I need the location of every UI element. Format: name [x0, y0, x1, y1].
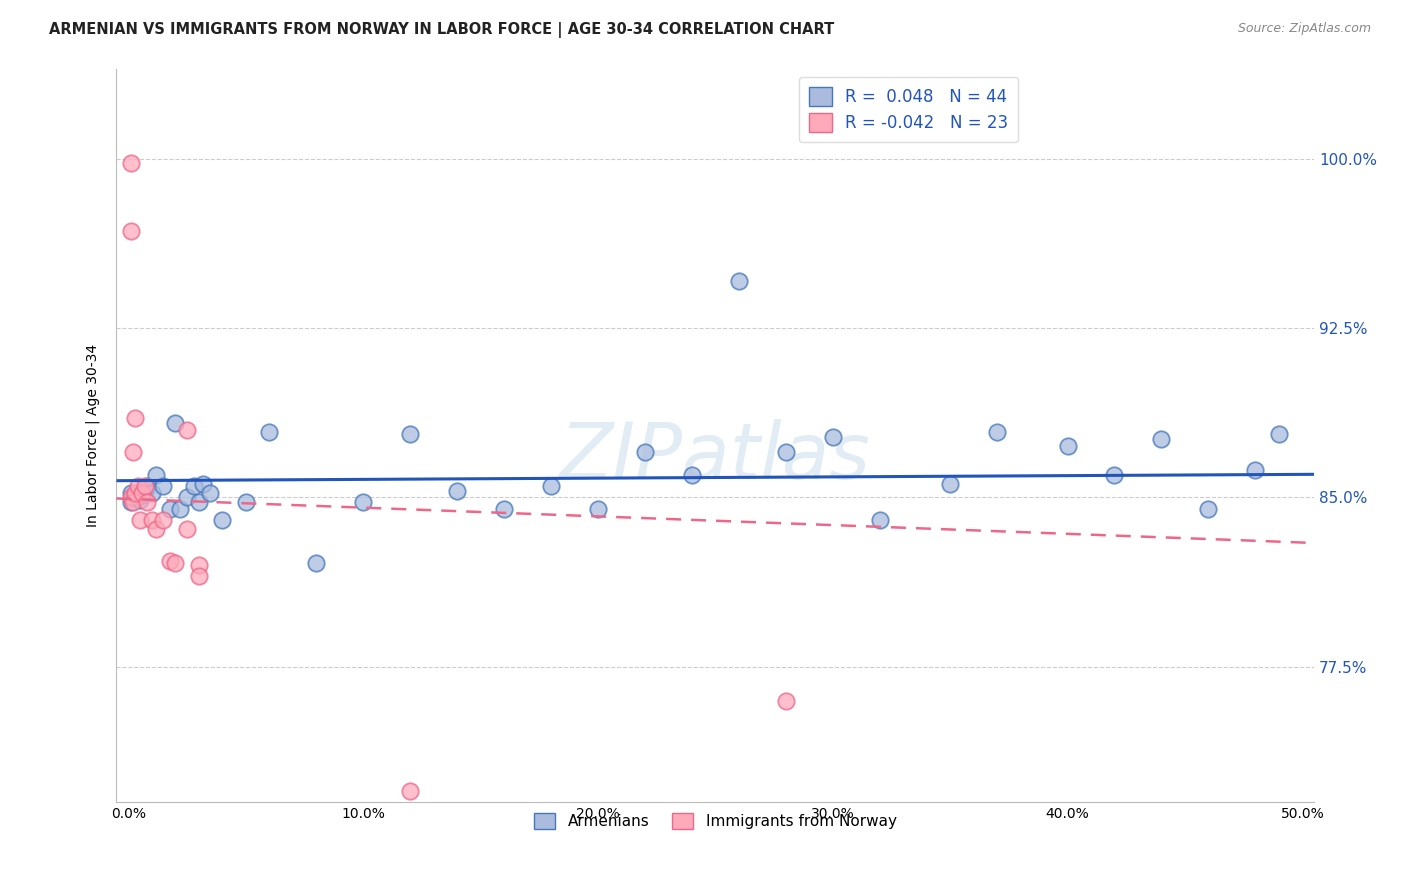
Point	[152, 479, 174, 493]
Point	[152, 513, 174, 527]
Text: Source: ZipAtlas.com: Source: ZipAtlas.com	[1237, 22, 1371, 36]
Point	[399, 427, 422, 442]
Point	[120, 491, 142, 505]
Point	[131, 488, 153, 502]
Point	[305, 556, 328, 570]
Point	[986, 425, 1008, 439]
Point	[120, 495, 142, 509]
Point	[176, 423, 198, 437]
Point	[634, 445, 657, 459]
Point	[200, 486, 222, 500]
Point	[187, 558, 209, 573]
Point	[129, 492, 152, 507]
Point	[1104, 467, 1126, 482]
Point	[127, 479, 149, 493]
Point	[1268, 427, 1291, 442]
Point	[120, 486, 142, 500]
Point	[775, 694, 797, 708]
Point	[120, 156, 142, 170]
Point	[187, 569, 209, 583]
Point	[727, 274, 749, 288]
Point	[1150, 432, 1173, 446]
Point	[446, 483, 468, 498]
Point	[145, 467, 167, 482]
Point	[1197, 501, 1219, 516]
Point	[122, 491, 145, 505]
Point	[145, 522, 167, 536]
Point	[141, 513, 163, 527]
Point	[193, 477, 215, 491]
Point	[165, 416, 187, 430]
Point	[586, 501, 609, 516]
Point	[187, 495, 209, 509]
Point	[399, 784, 422, 798]
Point	[211, 513, 233, 527]
Point	[176, 491, 198, 505]
Point	[1056, 438, 1078, 452]
Text: ZIPatlas: ZIPatlas	[560, 419, 870, 495]
Point	[183, 479, 205, 493]
Point	[159, 554, 181, 568]
Point	[127, 491, 149, 505]
Point	[122, 495, 145, 509]
Point	[122, 445, 145, 459]
Point	[134, 483, 156, 498]
Point	[352, 495, 374, 509]
Point	[540, 479, 562, 493]
Point	[939, 477, 962, 491]
Legend: Armenians, Immigrants from Norway: Armenians, Immigrants from Norway	[527, 806, 903, 835]
Point	[257, 425, 280, 439]
Point	[235, 495, 257, 509]
Point	[124, 486, 146, 500]
Point	[869, 513, 891, 527]
Point	[129, 513, 152, 527]
Point	[169, 501, 191, 516]
Text: ARMENIAN VS IMMIGRANTS FROM NORWAY IN LABOR FORCE | AGE 30-34 CORRELATION CHART: ARMENIAN VS IMMIGRANTS FROM NORWAY IN LA…	[49, 22, 834, 38]
Point	[821, 429, 844, 443]
Point	[165, 556, 187, 570]
Point	[775, 445, 797, 459]
Point	[159, 501, 181, 516]
Y-axis label: In Labor Force | Age 30-34: In Labor Force | Age 30-34	[86, 343, 100, 527]
Point	[134, 479, 156, 493]
Point	[681, 467, 703, 482]
Point	[176, 522, 198, 536]
Point	[124, 488, 146, 502]
Point	[136, 479, 159, 493]
Point	[131, 486, 153, 500]
Point	[492, 501, 515, 516]
Point	[124, 411, 146, 425]
Point	[120, 224, 142, 238]
Point	[141, 486, 163, 500]
Point	[136, 495, 159, 509]
Point	[1244, 463, 1267, 477]
